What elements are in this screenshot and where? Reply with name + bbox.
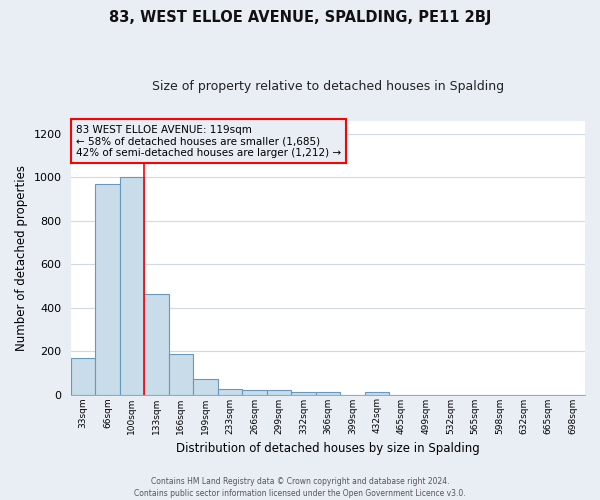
Bar (266, 390, 291, 394)
Bar (71, 358, 95, 395)
Bar (193, 380, 218, 394)
Bar (291, 392, 316, 394)
X-axis label: Distribution of detached houses by size in Spalding: Distribution of detached houses by size … (176, 442, 480, 455)
Bar (365, 392, 389, 394)
Title: Size of property relative to detached houses in Spalding: Size of property relative to detached ho… (152, 80, 504, 93)
Text: 83, WEST ELLOE AVENUE, SPALDING, PE11 2BJ: 83, WEST ELLOE AVENUE, SPALDING, PE11 2B… (109, 10, 491, 25)
Y-axis label: Number of detached properties: Number of detached properties (15, 164, 28, 350)
Text: Contains HM Land Registry data © Crown copyright and database right 2024.
Contai: Contains HM Land Registry data © Crown c… (134, 476, 466, 498)
Bar (144, 294, 169, 394)
Bar (119, 177, 144, 394)
Bar (95, 184, 119, 394)
Text: 83 WEST ELLOE AVENUE: 119sqm
← 58% of detached houses are smaller (1,685)
42% of: 83 WEST ELLOE AVENUE: 119sqm ← 58% of de… (76, 124, 341, 158)
Bar (316, 392, 340, 394)
Bar (218, 389, 242, 394)
Bar (242, 390, 266, 394)
Bar (169, 354, 193, 395)
